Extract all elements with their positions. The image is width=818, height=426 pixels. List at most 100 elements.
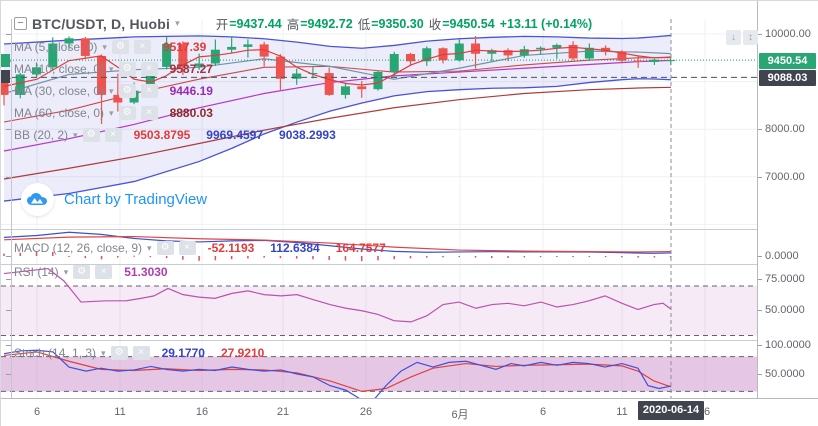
candle-body [275,56,285,79]
chevron-down-icon[interactable]: ▾ [147,242,152,253]
collapse-icon[interactable]: − [14,17,27,30]
candle-body [536,47,546,50]
close-icon[interactable]: × [104,128,122,142]
gear-icon[interactable]: ⚙ [110,346,128,360]
macd-histogram-bar [165,256,168,259]
candle-body [259,44,269,57]
candle-body [162,43,172,67]
chart-legend-title-row: − BTC/USDT, D, Huobi ▾ 开 =9437.44 高 =9492.… [14,14,592,33]
axis-tick [758,374,762,375]
macd-histogram-bar [572,256,574,257]
bollinger-lower-line [3,78,672,202]
indicator-value: 9587.27 [169,62,213,76]
macd-histogram-bar [393,256,395,260]
candle-body [568,44,578,59]
close-value: =9450.54 [442,16,495,31]
macd-histogram-bar [3,253,5,256]
gear-icon[interactable]: ⚙ [118,106,136,120]
time-axis-label: 6月 [451,409,469,421]
chevron-down-icon[interactable]: ▾ [109,107,114,118]
rsi-pane[interactable] [1,264,757,340]
candle-body [32,67,42,75]
pane-separator[interactable] [1,264,818,265]
ma5-legend-row: MA (5, close, 0) ▾ ⚙ × 9517.39 [14,40,206,54]
gear-icon[interactable]: ⚙ [156,241,174,255]
left-axis-line [11,19,12,398]
candle-body [48,43,58,68]
pane-separator[interactable] [1,229,818,230]
macd-histogram-bar [539,256,542,258]
indicator-value: 9446.19 [169,84,213,98]
chevron-down-icon[interactable]: ▾ [109,63,114,74]
macd-histogram-bar [637,256,639,258]
time-axis-label: 21 [276,406,290,418]
chevron-down-icon[interactable]: ▾ [101,347,106,358]
time-axis-label: 6 [33,406,41,418]
close-icon[interactable]: × [132,346,150,360]
crosshair-price-badge: 9088.03 [759,70,816,86]
fit-scale-icon[interactable]: ↕ [743,30,758,45]
stoch-k-line [3,349,672,398]
indicator-value: 29.1770 [161,346,205,360]
stoch-legend-row: Stoch (14, 1, 3) ▾ ⚙ × 29.1770 27.9210 [14,346,264,360]
macd-histogram-bar [442,256,444,258]
open-label: 开 [215,18,229,32]
scroll-down-icon[interactable]: ↓ [726,30,741,45]
low-value: =9350.30 [371,16,424,31]
macd-histogram-bar [523,256,526,258]
candle-body [1,78,9,95]
gear-icon[interactable]: ⚙ [118,62,136,76]
close-icon[interactable]: × [178,241,196,255]
tradingview-attribution-text[interactable]: Chart by TradingView [64,191,208,208]
close-icon[interactable]: × [95,265,113,279]
price-axis-label: 10000.00 [765,28,811,40]
tradingview-attribution[interactable]: Chart by TradingView [21,183,207,216]
candle-body [97,55,107,95]
macd-histogram-bar [653,256,656,258]
candle-body [422,48,432,62]
price-axis-label: 0.0000 [765,250,799,262]
candle-body [340,86,350,95]
macd-histogram-bar [556,256,558,257]
pane-separator[interactable] [1,340,818,341]
left-axis-tick [6,177,11,178]
candle-body [113,94,123,103]
ma60-line [3,86,672,180]
macd-histogram-bar [377,256,379,261]
close-icon[interactable]: × [140,106,158,120]
indicator-value: 9969.4597 [206,128,264,142]
indicator-value: 9038.2993 [279,128,336,142]
chevron-down-icon[interactable]: ▾ [73,129,78,140]
open-value: =9437.44 [229,16,282,31]
macd-histogram-bar [19,252,22,256]
time-axis[interactable]: 2020-06-14 6 11 16 21 26 6月 6 11 6 [1,398,818,426]
candle-body [454,43,464,61]
chevron-down-icon[interactable]: ▾ [109,85,114,96]
high-label: 高 [286,18,300,32]
gear-icon[interactable]: ⚙ [111,40,129,54]
close-icon[interactable]: × [133,40,151,54]
tradingview-logo-icon[interactable] [21,183,54,216]
candle-body [15,74,25,95]
main-price-pane[interactable] [1,19,757,229]
chevron-down-icon[interactable]: ▾ [175,18,180,28]
axis-tick [758,279,762,280]
bollinger-band-fill [4,35,671,202]
indicator-value: 27.9210 [220,346,265,360]
gear-icon[interactable]: ⚙ [82,128,100,142]
macd-pane[interactable] [1,229,757,264]
close-icon[interactable]: × [140,84,158,98]
gear-icon[interactable]: ⚙ [73,265,91,279]
close-icon[interactable]: × [140,62,158,76]
macd-histogram-bar [474,256,477,258]
chevron-down-icon[interactable]: ▾ [63,266,69,277]
symbol-title[interactable]: BTC/USDT, D, Huobi [32,15,171,32]
gear-icon[interactable]: ⚙ [118,84,136,98]
bollinger-upper-line [3,34,672,49]
indicator-label: BB (20, 2) [14,128,69,142]
axis-tick [758,256,762,257]
macd-signal-line [3,235,672,253]
chevron-down-icon[interactable]: ▾ [102,41,107,52]
price-axis[interactable]: 10000.00 8000.00 7000.00 0.0000 75.0000 50.00… [757,1,818,398]
